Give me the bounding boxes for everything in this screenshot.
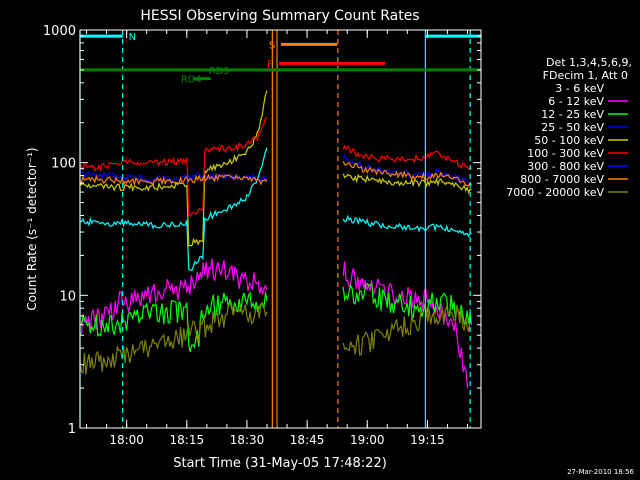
legend-entry-label: 50 - 100 keV xyxy=(534,134,604,147)
series-layer xyxy=(79,90,473,429)
series-line-12to25keV xyxy=(79,291,268,352)
series-line-6to12keV xyxy=(79,258,268,335)
series-line-300to800keV xyxy=(79,147,268,272)
series-line-6to12keV xyxy=(342,261,469,389)
legend-entry-label: 6 - 12 keV xyxy=(548,95,604,108)
y-tick-label: 1 xyxy=(68,422,76,437)
legend-entry-label: 800 - 7000 keV xyxy=(520,173,604,186)
y-axis-label: Count Rate (s⁻¹ detector⁻¹) xyxy=(25,147,39,310)
plot-frame xyxy=(79,29,482,429)
footer-date: 27-Mar-2010 18:56 xyxy=(567,468,634,476)
x-axis-label: Start Time (31-May-05 17:48:22) xyxy=(173,456,387,471)
series-line-7000to20000keV xyxy=(79,301,268,375)
legend-entry-label: 100 - 300 keV xyxy=(527,147,604,160)
series-line-50to100keV xyxy=(342,173,472,195)
legend-entry-label: 25 - 50 keV xyxy=(541,121,604,134)
x-tick-label: 19:15 xyxy=(410,433,445,447)
legend-header-line1: Det 1,3,4,5,6,9, xyxy=(546,56,632,69)
series-line-300to800keV xyxy=(342,214,472,238)
x-tick-label: 18:15 xyxy=(170,433,205,447)
flag-label-f: F xyxy=(267,59,273,70)
flag-label-s: S xyxy=(269,40,275,51)
y-tick-label: 1000 xyxy=(43,24,76,39)
x-tick-label: 18:45 xyxy=(290,433,325,447)
series-line-100to300keV xyxy=(342,144,472,170)
flag-label-rd9: RD9 xyxy=(209,66,230,77)
flag-label-rd4: RD4 xyxy=(181,75,202,86)
legend-header-line2: FDecim 1, Att 0 xyxy=(543,69,628,82)
legend-entry-label: 12 - 25 keV xyxy=(541,108,604,121)
legend-entry-label: 7000 - 20000 keV xyxy=(506,186,604,199)
flag-bars-layer: N SF RD9 RD4 xyxy=(80,32,481,86)
axes-layer: 18:00 18:15 18:30 18:45 19:00 19:15 1 10 100 1000 xyxy=(43,24,481,447)
series-line-800to7000keV xyxy=(342,160,473,187)
series-line-800to7000keV xyxy=(79,173,268,187)
y-tick-label: 100 xyxy=(51,157,76,172)
series-line-7000to20000keV xyxy=(342,303,473,356)
legend-entry-label: 300 - 800 keV xyxy=(527,160,604,173)
legend: Det 1,3,4,5,6,9, FDecim 1, Att 0 3 - 6 k… xyxy=(506,56,632,199)
legend-entry-label: 3 - 6 keV xyxy=(555,82,604,95)
chart-title: HESSI Observing Summary Count Rates xyxy=(140,8,419,24)
series-line-50to100keV xyxy=(79,90,268,247)
series-line-100to300keV xyxy=(79,116,268,217)
y-tick-label: 10 xyxy=(59,289,76,304)
x-tick-label: 18:30 xyxy=(230,433,265,447)
flag-label-n: N xyxy=(129,32,136,43)
series-line-12to25keV xyxy=(342,282,473,325)
x-tick-label: 19:00 xyxy=(350,433,385,447)
x-tick-label: 18:00 xyxy=(109,433,144,447)
